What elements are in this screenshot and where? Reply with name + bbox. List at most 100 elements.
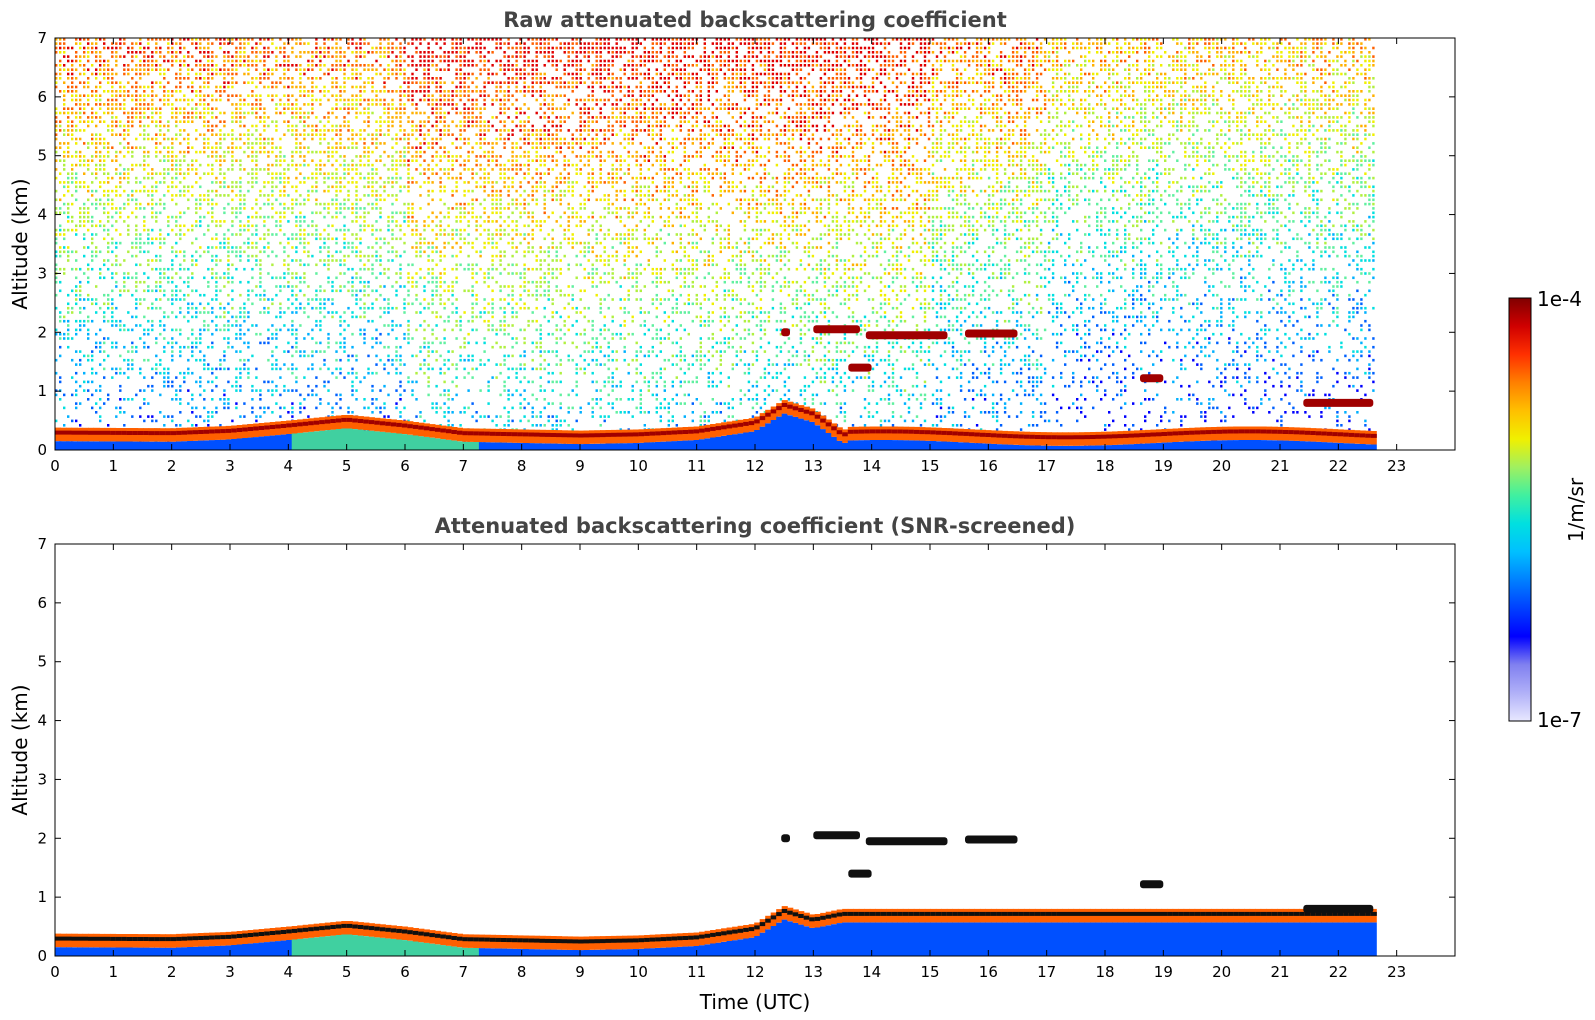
noise-pixel [139,133,142,136]
noise-pixel [439,198,442,202]
noise-pixel [391,246,394,249]
noise-pixel [131,198,134,202]
noise-pixel [463,194,466,197]
noise-pixel [247,237,250,241]
noise-pixel [427,380,430,384]
noise-pixel [463,311,466,314]
noise-pixel [195,289,198,293]
noise-pixel [355,42,358,45]
noise-pixel [343,241,346,245]
noise-pixel [87,103,90,106]
noise-pixel [143,389,146,392]
noise-pixel [303,42,306,45]
noise-pixel [199,90,202,93]
noise-pixel [231,306,234,310]
noise-pixel [159,55,162,58]
noise-pixel [247,155,250,158]
noise-pixel [151,107,154,110]
noise-pixel [327,116,330,119]
noise-pixel [355,155,358,158]
noise-pixel [287,267,290,271]
noise-pixel [103,341,106,345]
noise-pixel [267,85,270,89]
noise-pixel [167,120,170,123]
noise-pixel [63,68,66,71]
noise-pixel [311,176,314,180]
noise-pixel [451,159,454,162]
noise-pixel [307,77,310,80]
noise-pixel [63,250,66,254]
noise-pixel [287,237,290,241]
noise-pixel [63,159,66,162]
noise-pixel [231,250,234,254]
noise-pixel [203,68,206,71]
noise-pixel [95,98,98,102]
noise-pixel [255,181,258,184]
noise-pixel [255,198,258,202]
noise-pixel [379,72,382,76]
noise-pixel [171,155,174,158]
noise-pixel [179,311,182,314]
noise-pixel [291,371,294,375]
noise-pixel [67,302,70,306]
noise-pixel [159,319,162,323]
noise-pixel [227,259,230,262]
noise-pixel [119,328,122,332]
noise-pixel [379,306,382,310]
noise-pixel [103,59,106,63]
noise-pixel [219,315,222,319]
noise-pixel [307,59,310,63]
noise-pixel [239,332,242,336]
noise-pixel [179,233,182,236]
noise-pixel [339,371,342,375]
noise-pixel [247,72,250,76]
noise-pixel [151,38,154,41]
noise-pixel [319,398,322,401]
noise-pixel [191,272,194,275]
noise-pixel [475,172,478,175]
noise-pixel [363,137,366,141]
noise-pixel [343,146,346,149]
noise-pixel [203,55,206,58]
noise-pixel [99,350,102,353]
noise-pixel [419,129,422,132]
noise-pixel [123,328,126,332]
noise-pixel [215,367,218,371]
noise-pixel [407,64,410,67]
noise-pixel [419,98,422,102]
noise-pixel [355,371,358,375]
noise-pixel [475,302,478,306]
noise-pixel [291,38,294,41]
noise-pixel [271,250,274,254]
noise-pixel [187,146,190,149]
noise-pixel [483,185,486,189]
noise-pixel [475,224,478,228]
noise-pixel [171,246,174,249]
noise-pixel [83,64,86,67]
noise-pixel [475,77,478,80]
noise-pixel [427,181,430,184]
noise-pixel [183,280,186,284]
noise-pixel [431,98,434,102]
noise-pixel [407,328,410,332]
noise-pixel [255,77,258,80]
noise-pixel [227,324,230,327]
noise-pixel [355,215,358,219]
noise-pixel [471,376,474,379]
noise-pixel [411,380,414,384]
noise-pixel [87,120,90,123]
noise-pixel [143,51,146,54]
noise-pixel [263,181,266,184]
noise-pixel [359,306,362,310]
noise-pixel [411,393,414,397]
noise-pixel [427,306,430,310]
noise-pixel [231,159,234,162]
noise-pixel [231,146,234,149]
noise-pixel [143,64,146,67]
noise-pixel [255,202,258,206]
noise-pixel [171,280,174,284]
noise-pixel [107,59,110,63]
noise-pixel [351,85,354,89]
noise-pixel [223,55,226,58]
noise-pixel [239,159,242,162]
